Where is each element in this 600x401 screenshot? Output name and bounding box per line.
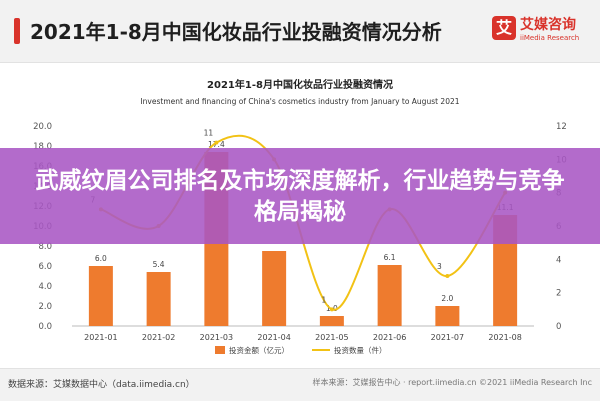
x-tick-label: 2021-06 [373,333,406,342]
bar-value-label: 6.1 [384,253,396,262]
logo-icon: 艾 [492,16,516,40]
x-tick-label: 2021-03 [200,333,233,342]
bar-value-label: 2.0 [441,294,453,303]
y-left-tick-label: 6.0 [38,262,52,272]
x-tick-label: 2021-08 [488,333,521,342]
legend-line-label: 投资数量（件） [334,345,387,355]
legend-bar-label: 投资金额（亿元） [229,345,289,355]
bar [88,266,113,326]
y-left-tick-label: 18.0 [33,142,52,152]
line-value-label: 3 [437,262,442,271]
y-left-tick-label: 20.0 [33,122,52,132]
y-right-tick-label: 2 [556,289,561,299]
header-bar: 2021年1-8月中国化妆品行业投融资情况分析 艾 艾媒咨询 iiMedia R… [0,0,600,63]
brand-logo: 艾 艾媒咨询 iiMedia Research [492,12,592,52]
article-title: 武威纹眉公司排名及市场深度解析，行业趋势与竞争格局揭秘 [35,168,565,225]
chart-subtitle: Investment and financing of China's cosm… [140,97,459,106]
page-title: 2021年1-8月中国化妆品行业投融资情况分析 [30,20,442,44]
bar-value-label: 5.4 [153,260,165,269]
x-tick-label: 2021-05 [315,333,348,342]
y-left-tick-label: 2.0 [38,302,52,312]
bar [319,316,344,326]
sample-source: 样本来源：艾媒报告中心 · report.iimedia.cn ©2021 ii… [312,378,592,387]
y-left-tick-label: 4.0 [38,282,52,292]
legend-bar-swatch [215,346,225,354]
logo-name: 艾媒咨询 [520,17,576,33]
line-point [329,307,334,312]
bar [377,265,402,326]
bar [146,272,171,326]
x-tick-label: 2021-07 [431,333,464,342]
y-right-tick-label: 4 [556,255,561,265]
line-value-label: 1 [321,295,326,304]
title-accent [14,18,20,44]
data-source: 数据来源：艾媒数据中心（data.iimedia.cn） [8,380,195,390]
bar [435,306,460,326]
x-tick-label: 2021-01 [84,333,117,342]
logo-subtitle: iiMedia Research [520,34,580,42]
x-tick-label: 2021-04 [257,333,290,342]
line-value-label: 11 [204,129,214,138]
y-right-tick-label: 12 [556,122,567,132]
bar-value-label: 6.0 [95,254,107,263]
article-title-banner: 武威纹眉公司排名及市场深度解析，行业趋势与竞争格局揭秘 [0,148,600,244]
y-left-tick-label: 8.0 [38,242,52,252]
line-point [445,274,450,278]
source-footer: 数据来源：艾媒数据中心（data.iimedia.cn） 样本来源：艾媒报告中心… [0,368,600,401]
bar [262,251,287,326]
y-left-tick-label: 0.0 [38,322,52,332]
line-point [214,140,219,145]
x-tick-label: 2021-02 [142,333,175,342]
y-right-tick-label: 0 [556,322,561,332]
chart-title: 2021年1-8月中国化妆品行业投融资情况 [207,78,393,91]
